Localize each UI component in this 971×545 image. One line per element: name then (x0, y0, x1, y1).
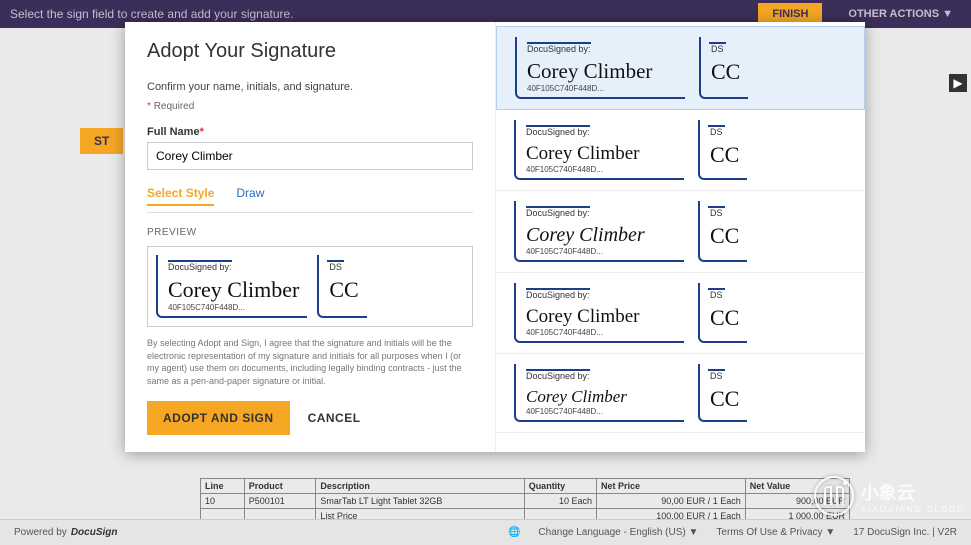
change-language-link[interactable]: Change Language - English (US) ▼ (538, 527, 698, 538)
start-tag[interactable]: ST (80, 128, 123, 154)
style-option-4[interactable]: DocuSigned by:Corey Climber40F105C740F44… (496, 354, 865, 433)
signature-block: DocuSigned by: Corey Climber 40F105C740F… (156, 255, 307, 318)
preview-label: PREVIEW (147, 227, 473, 238)
signature-preview: DocuSigned by: Corey Climber 40F105C740F… (147, 246, 473, 327)
style-option-1[interactable]: DocuSigned by:Corey Climber40F105C740F44… (496, 110, 865, 191)
powered-by-label: Powered by (14, 527, 67, 538)
adopt-signature-modal: Adopt Your Signature Confirm your name, … (125, 22, 865, 452)
style-option-3[interactable]: DocuSigned by:Corey Climber40F105C740F44… (496, 273, 865, 354)
initials-block: DS CC (317, 255, 366, 318)
hint-text: Select the sign field to create and add … (10, 7, 294, 21)
cancel-button[interactable]: CANCEL (308, 411, 361, 425)
copyright-text: 17 DocuSign Inc. | V2R (853, 527, 957, 538)
tab-draw[interactable]: Draw (236, 186, 264, 206)
pending-icon[interactable]: ▶ (949, 74, 967, 92)
fullname-label: Full Name* (147, 126, 473, 138)
tab-select-style[interactable]: Select Style (147, 186, 214, 206)
style-option-0[interactable]: DocuSigned by:Corey Climber40F105C740F44… (496, 26, 865, 110)
consent-text: By selecting Adopt and Sign, I agree tha… (147, 337, 473, 387)
style-options-list[interactable]: DocuSigned by:Corey Climber40F105C740F44… (495, 22, 865, 452)
terms-link[interactable]: Terms Of Use & Privacy ▼ (716, 527, 835, 538)
modal-left-pane: Adopt Your Signature Confirm your name, … (125, 22, 495, 452)
brand-logo: DocuSign (71, 527, 118, 538)
style-tabs: Select Style Draw (147, 186, 473, 206)
adopt-and-sign-button[interactable]: ADOPT AND SIGN (147, 401, 290, 435)
globe-icon: 🌐 (508, 527, 520, 538)
footer: Powered by DocuSign 🌐 Change Language - … (0, 519, 971, 545)
style-option-2[interactable]: DocuSigned by:Corey Climber40F105C740F44… (496, 191, 865, 273)
confirm-text: Confirm your name, initials, and signatu… (147, 81, 473, 93)
required-text: * Required (147, 101, 473, 112)
fullname-input[interactable] (147, 142, 473, 170)
modal-title: Adopt Your Signature (147, 40, 473, 63)
